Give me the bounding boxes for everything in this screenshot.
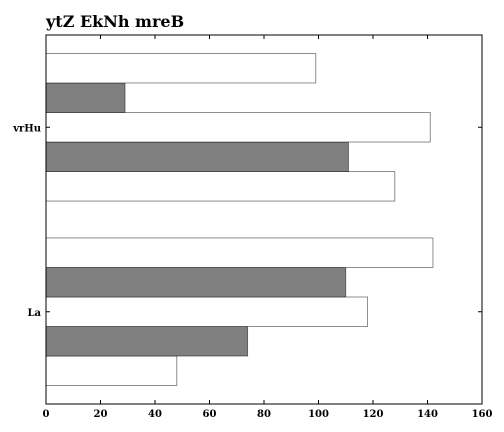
bar-la-3 bbox=[45, 296, 368, 327]
bar-vrhu-4 bbox=[45, 82, 126, 113]
y-tick-label: vrHu bbox=[12, 123, 41, 134]
bar-vrhu-1 bbox=[45, 171, 396, 202]
x-tick-label: 60 bbox=[203, 409, 217, 420]
x-tick-label: 0 bbox=[43, 409, 50, 420]
bar-la-4 bbox=[45, 267, 347, 298]
bar-vrhu-5 bbox=[45, 53, 317, 84]
x-tick-label: 160 bbox=[472, 409, 493, 420]
y-tick-label: La bbox=[27, 308, 41, 319]
bar-la-1 bbox=[45, 355, 178, 386]
bars-group bbox=[45, 53, 434, 386]
x-tick-label: 80 bbox=[257, 409, 271, 420]
x-tick-label: 120 bbox=[363, 409, 384, 420]
bar-vrhu-3 bbox=[45, 112, 431, 143]
chart-title: ytZ EkNh mreB bbox=[45, 12, 184, 31]
x-axis: 0 20 40 60 80 100 120 140 160 bbox=[43, 35, 493, 420]
x-tick-label: 20 bbox=[94, 409, 108, 420]
y-axis: La vrHu bbox=[12, 123, 482, 319]
x-tick-label: 40 bbox=[148, 409, 162, 420]
x-tick-label: 140 bbox=[417, 409, 438, 420]
x-tick-label: 100 bbox=[308, 409, 329, 420]
bar-la-2 bbox=[45, 326, 249, 357]
bar-la-5 bbox=[45, 237, 434, 268]
bar-vrhu-2 bbox=[45, 141, 349, 172]
